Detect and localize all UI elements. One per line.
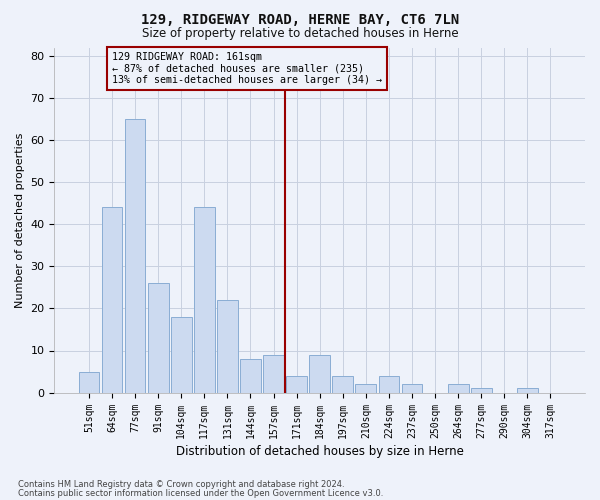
Bar: [379, 376, 400, 392]
Text: Contains HM Land Registry data © Crown copyright and database right 2024.: Contains HM Land Registry data © Crown c…: [18, 480, 344, 489]
Bar: [194, 208, 215, 392]
Bar: [286, 376, 307, 392]
Bar: [125, 119, 145, 392]
X-axis label: Distribution of detached houses by size in Herne: Distribution of detached houses by size …: [176, 444, 464, 458]
Bar: [332, 376, 353, 392]
Text: Size of property relative to detached houses in Herne: Size of property relative to detached ho…: [142, 28, 458, 40]
Text: Contains public sector information licensed under the Open Government Licence v3: Contains public sector information licen…: [18, 488, 383, 498]
Text: 129 RIDGEWAY ROAD: 161sqm
← 87% of detached houses are smaller (235)
13% of semi: 129 RIDGEWAY ROAD: 161sqm ← 87% of detac…: [112, 52, 382, 85]
Bar: [401, 384, 422, 392]
Bar: [101, 208, 122, 392]
Bar: [79, 372, 99, 392]
Bar: [148, 283, 169, 393]
Bar: [448, 384, 469, 392]
Y-axis label: Number of detached properties: Number of detached properties: [15, 132, 25, 308]
Bar: [263, 354, 284, 393]
Bar: [171, 317, 191, 392]
Bar: [517, 388, 538, 392]
Bar: [471, 388, 491, 392]
Bar: [240, 359, 261, 392]
Bar: [217, 300, 238, 392]
Bar: [355, 384, 376, 392]
Text: 129, RIDGEWAY ROAD, HERNE BAY, CT6 7LN: 129, RIDGEWAY ROAD, HERNE BAY, CT6 7LN: [141, 12, 459, 26]
Bar: [310, 354, 330, 393]
